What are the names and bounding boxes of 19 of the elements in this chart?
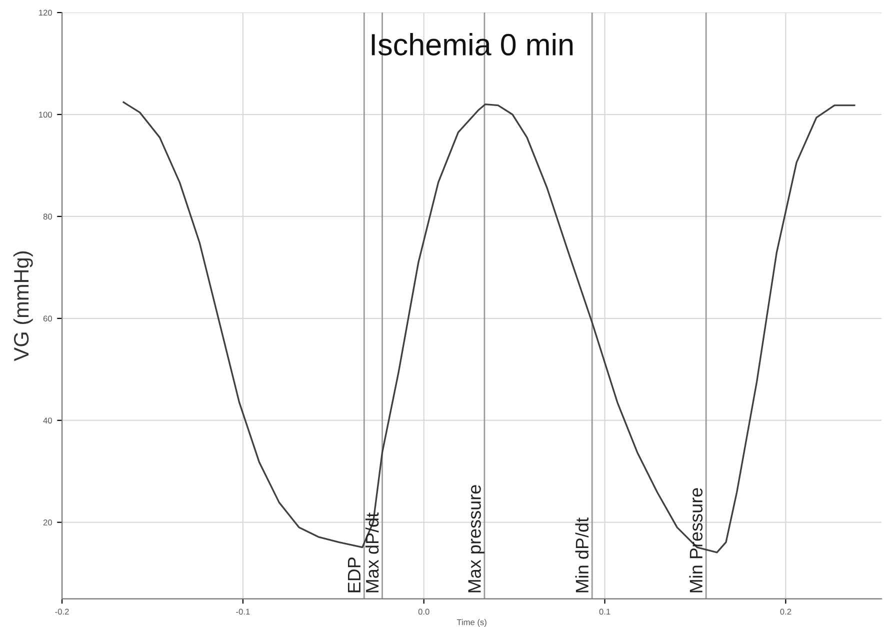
x-tick-label: 0.2 [780,608,792,615]
ref-line-label: Max pressure [468,485,484,592]
x-axis-title: Time (s) [456,619,486,627]
y-tick-label: 120 [39,10,52,16]
ref-line-label: Max dP/dt [365,512,379,592]
y-tick-label: 60 [43,316,52,322]
y-tick-label: 100 [39,112,52,118]
y-tick-label: 40 [43,418,52,424]
ref-line-label: Min Pressure [689,488,703,592]
text: Ischemia 0 min [372,33,573,56]
x-tick-label: -0.1 [236,608,250,615]
ref-line-label: Min dP/dt [575,518,589,592]
y-tick-label: 20 [43,520,52,526]
ref-line-label: EDP [348,558,360,592]
y-axis-title: VG (mmHg) [13,251,33,362]
x-tick-label: -0.2 [55,608,69,615]
y-tick-label: 80 [43,214,52,220]
x-tick-label: 0.1 [599,608,610,615]
x-tick-label: 0.0 [418,608,430,615]
